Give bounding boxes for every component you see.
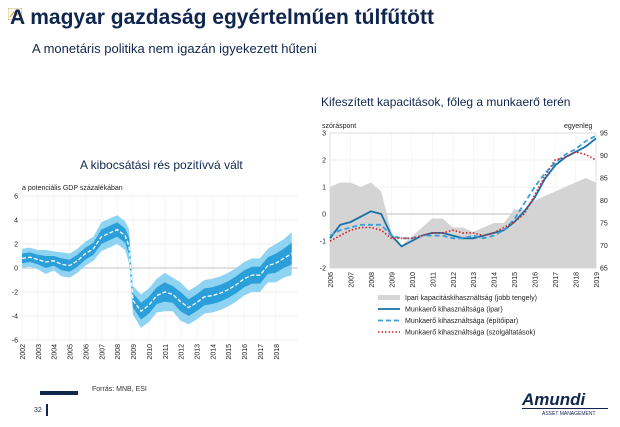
legend-label: Ipari kapacitáskihasználtság (jobb tenge… <box>405 295 537 302</box>
amundi-logo-tagline: ASSET MANAGEMENT <box>542 411 596 417</box>
left-unit-label: a potenciális GDP százalékában <box>22 185 123 192</box>
corner-logo-icon <box>8 8 22 20</box>
right-x-tick: 2008 <box>369 272 376 288</box>
right-x-tick: 2007 <box>348 272 355 288</box>
right-x-tick: 2010 <box>410 272 417 288</box>
page-divider <box>46 404 48 416</box>
left-x-tick: 2016 <box>242 344 249 360</box>
left-x-tick: 2017 <box>258 344 265 360</box>
right-left-tick: -1 <box>320 239 326 246</box>
right-x-tick: 2016 <box>533 272 540 288</box>
source-note: Forrás: MNB, ESI <box>92 386 147 393</box>
left-x-tick: 2018 <box>274 344 281 360</box>
right-x-tick: 2019 <box>594 272 601 288</box>
output-gap-chart: a potenciális GDP százalékában -6 -4 -2 0 2 4… <box>12 185 298 360</box>
left-x-tick: 2013 <box>194 344 201 360</box>
capacity-area <box>330 178 596 268</box>
left-central-series-line <box>21 228 293 313</box>
left-inner-band <box>22 222 292 320</box>
left-outer-band <box>22 215 292 328</box>
right-legend: Ipari kapacitáskihasználtság (jobb tenge… <box>378 295 537 337</box>
left-y-tick: -6 <box>12 338 18 345</box>
left-y-tick: 4 <box>14 218 18 225</box>
amundi-logo: Amundi ASSET MANAGEMENT <box>521 390 608 417</box>
right-left-tick: -2 <box>320 266 326 273</box>
right-left-tick: 2 <box>322 158 326 165</box>
left-x-tick: 2014 <box>210 344 217 360</box>
left-chart-title: A kibocsátási rés pozitívvá vált <box>80 158 243 172</box>
right-right-tick: 95 <box>600 131 608 138</box>
right-left-tick: 0 <box>322 212 326 219</box>
right-right-tick: 75 <box>600 221 608 228</box>
right-left-tick-labels: -2 -1 0 1 2 3 <box>320 131 326 273</box>
left-x-tick: 2011 <box>163 344 170 359</box>
right-x-tick: 2017 <box>553 272 560 288</box>
left-y-tick: 2 <box>14 242 18 249</box>
right-x-tick: 2015 <box>512 272 519 288</box>
page-subtitle: A monetáris politika nem igazán igyekeze… <box>32 41 317 56</box>
right-x-tick: 2011 <box>430 272 437 287</box>
right-chart-title: Kifeszített kapacitások, főleg a munkaer… <box>321 95 571 109</box>
right-line-series <box>329 134 597 248</box>
right-right-tick: 70 <box>600 243 608 250</box>
left-x-tick: 2004 <box>52 344 59 360</box>
legend-label: Munkaerő kihasználtsága (szolgáltatások) <box>405 330 535 337</box>
left-y-tick: 6 <box>14 194 18 201</box>
legend-swatch-area <box>378 295 400 300</box>
legend-label: Munkaerő kihasználtsága (építőipar) <box>405 318 518 325</box>
left-x-tick: 2012 <box>179 344 186 360</box>
left-x-tick: 2008 <box>115 344 122 360</box>
amundi-logo-name: Amundi <box>521 390 587 409</box>
left-y-tick: -4 <box>12 314 18 321</box>
left-x-tick: 2010 <box>147 344 154 360</box>
right-right-tick: 85 <box>600 176 608 183</box>
left-x-tick: 2006 <box>83 344 90 360</box>
right-left-axis-label: szóráspont <box>322 123 356 130</box>
left-x-tick-labels: 2002 2003 2004 2005 2006 2007 2008 2009 2010 2011… <box>20 344 281 360</box>
right-x-tick: 2013 <box>471 272 478 288</box>
left-x-tick: 2003 <box>36 344 43 360</box>
left-y-tick: 0 <box>14 266 18 273</box>
right-x-tick: 2006 <box>328 272 335 288</box>
right-x-tick-labels: 2006 2007 2008 2009 2010 2011 2012 2013 2014 2015… <box>328 272 601 288</box>
right-right-tick: 65 <box>600 266 608 273</box>
left-x-tick: 2005 <box>68 344 75 360</box>
right-right-axis-label: egyenleg <box>564 123 593 130</box>
left-central-line <box>21 228 293 313</box>
left-x-tick: 2002 <box>20 344 27 360</box>
left-y-tick-labels: -6 -4 -2 0 2 4 6 <box>12 194 18 345</box>
left-outer-band-area <box>22 215 292 328</box>
left-x-tick: 2007 <box>99 344 106 360</box>
left-legend-swatch <box>40 391 78 395</box>
right-x-tick: 2018 <box>574 272 581 288</box>
labor-services-line <box>329 151 597 242</box>
capacity-chart: szóráspont egyenleg -2 -1 0 1 2 3 65 70 75 80 85 9… <box>320 123 608 337</box>
right-x-tick: 2012 <box>451 272 458 288</box>
right-x-tick: 2009 <box>389 272 396 288</box>
right-left-tick: 1 <box>322 185 326 192</box>
right-right-tick: 90 <box>600 153 608 160</box>
page-title: A magyar gazdaság egyértelműen túlfűtött <box>10 6 434 29</box>
page-number: 32 <box>34 407 42 414</box>
right-x-tick: 2014 <box>492 272 499 288</box>
right-area-series <box>330 178 596 268</box>
left-inner-band-area <box>22 222 292 320</box>
left-y-tick: -2 <box>12 290 18 297</box>
right-right-tick: 80 <box>600 198 608 205</box>
left-x-tick: 2015 <box>226 344 233 360</box>
legend-label: Munkaerő kihasználtsága (ipar) <box>405 307 503 314</box>
left-x-tick: 2009 <box>131 344 138 360</box>
right-right-tick-labels: 65 70 75 80 85 90 95 <box>600 131 608 273</box>
right-left-tick: 3 <box>322 131 326 138</box>
